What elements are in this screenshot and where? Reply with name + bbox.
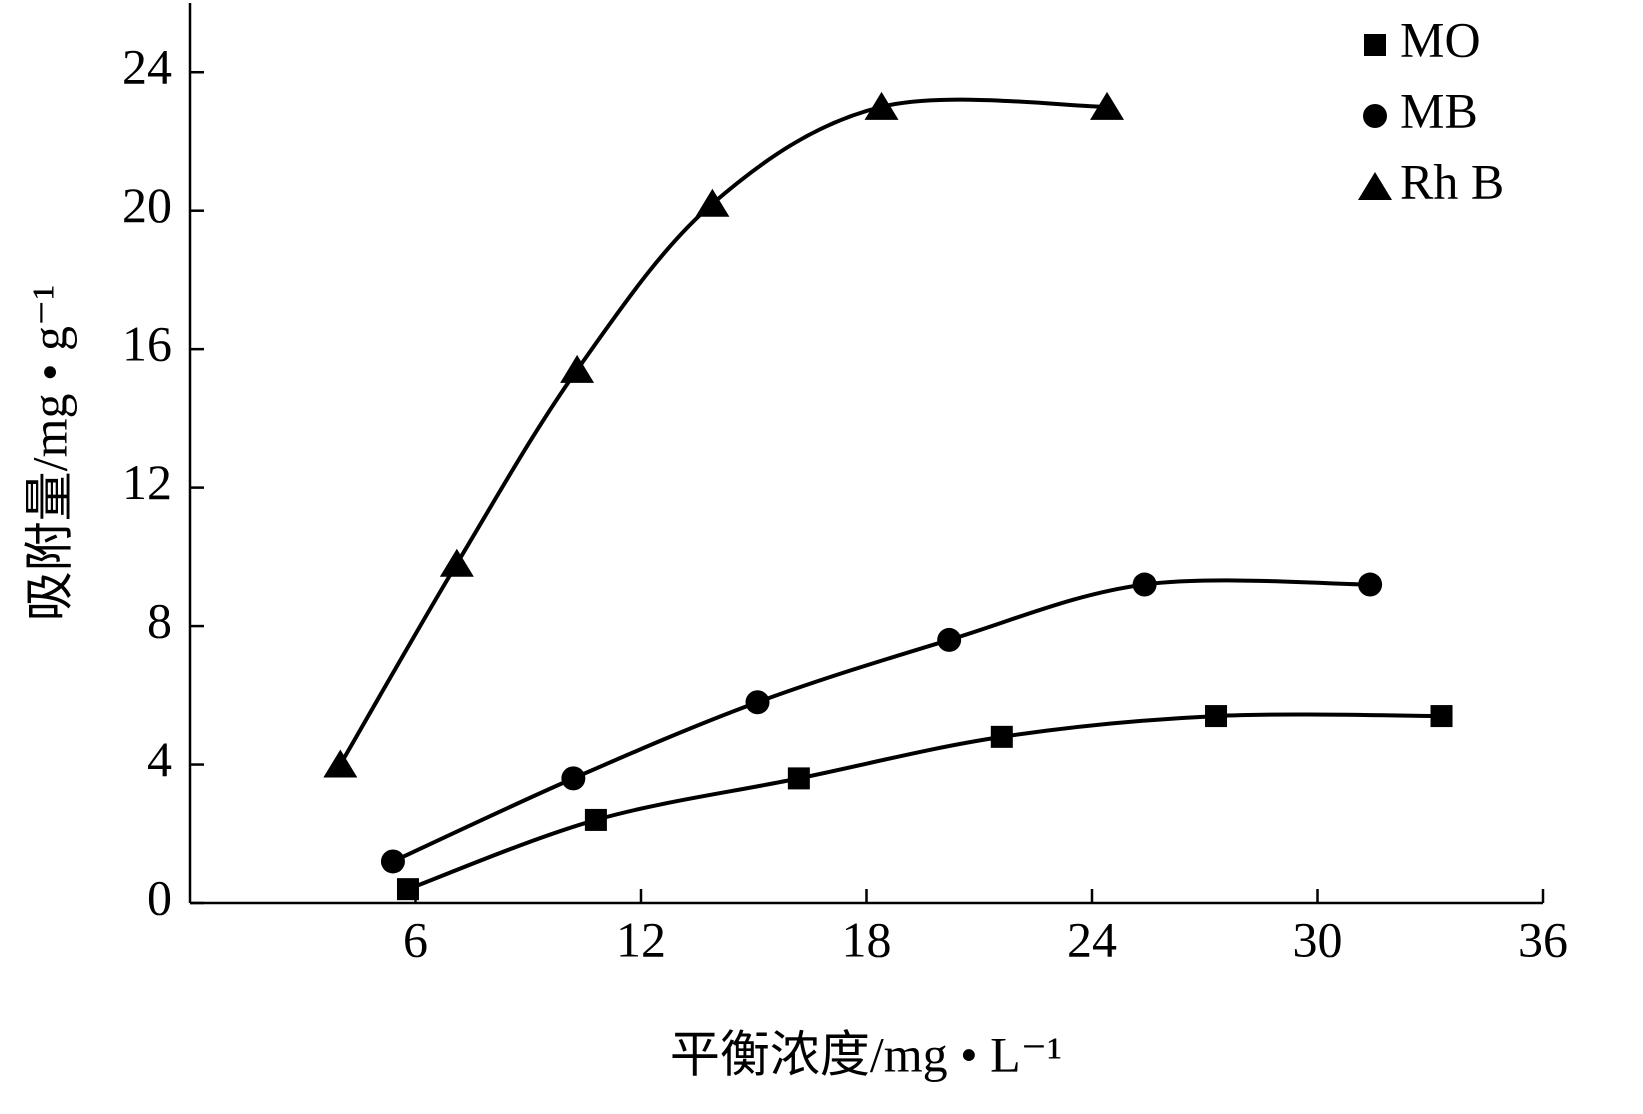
y-tick-label: 4 — [147, 731, 172, 787]
marker — [695, 188, 730, 217]
curve — [338, 97, 1108, 766]
marker — [1430, 705, 1453, 728]
marker — [1358, 572, 1383, 597]
y-tick-label: 20 — [122, 177, 172, 233]
marker — [560, 354, 595, 383]
marker — [380, 849, 405, 874]
y-tick-label: 0 — [147, 869, 172, 925]
marker — [1090, 91, 1125, 120]
marker — [1205, 705, 1228, 728]
marker — [745, 690, 770, 715]
x-tick-label: 6 — [403, 911, 428, 967]
legend-marker — [1364, 34, 1386, 56]
marker — [439, 548, 474, 577]
marker — [561, 766, 586, 791]
curve — [407, 712, 1442, 892]
legend-label: Rh B — [1400, 153, 1504, 209]
curve — [392, 578, 1371, 864]
marker — [396, 878, 419, 901]
y-axis-label: 吸附量/mg • g⁻¹ — [21, 285, 77, 622]
x-tick-label: 36 — [1518, 911, 1568, 967]
x-tick-label: 30 — [1293, 911, 1343, 967]
y-tick-label: 8 — [147, 593, 172, 649]
legend-marker — [1363, 104, 1387, 128]
x-tick-label: 24 — [1067, 911, 1117, 967]
y-tick-label: 12 — [122, 454, 172, 510]
legend-marker — [1358, 172, 1392, 200]
x-tick-label: 18 — [842, 911, 892, 967]
legend-label: MO — [1400, 11, 1481, 67]
marker — [787, 767, 810, 790]
marker — [1132, 572, 1157, 597]
marker — [937, 627, 962, 652]
marker — [323, 749, 358, 778]
x-tick-label: 12 — [616, 911, 666, 967]
x-axis-label: 平衡浓度/mg • L⁻¹ — [670, 1026, 1062, 1082]
marker — [864, 91, 899, 120]
y-tick-label: 16 — [122, 316, 172, 372]
marker — [584, 808, 607, 831]
y-tick-label: 24 — [122, 39, 172, 95]
marker — [990, 725, 1013, 748]
legend-label: MB — [1400, 82, 1478, 138]
